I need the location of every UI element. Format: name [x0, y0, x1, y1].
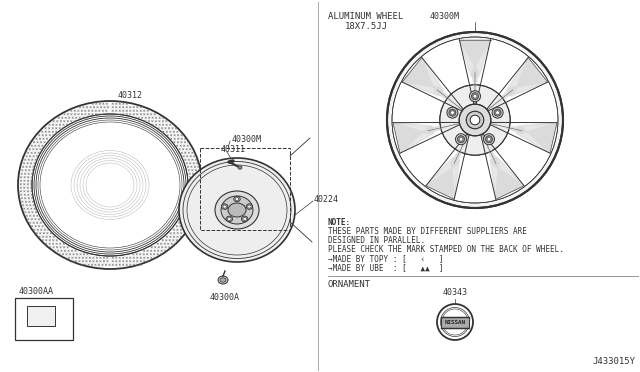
Polygon shape	[460, 39, 491, 104]
Bar	[15, 298, 73, 340]
Circle shape	[456, 134, 467, 145]
Circle shape	[486, 136, 492, 143]
Ellipse shape	[221, 196, 253, 224]
Bar	[200, 148, 290, 230]
Polygon shape	[393, 122, 460, 153]
Ellipse shape	[228, 203, 246, 217]
Ellipse shape	[226, 216, 232, 222]
Polygon shape	[460, 39, 491, 77]
Polygon shape	[486, 58, 548, 111]
Ellipse shape	[238, 166, 242, 169]
Text: 40300A: 40300A	[210, 294, 240, 302]
Circle shape	[496, 111, 499, 115]
Ellipse shape	[236, 198, 239, 201]
Polygon shape	[490, 122, 557, 153]
Polygon shape	[426, 157, 460, 199]
Text: 40311: 40311	[221, 145, 246, 154]
Ellipse shape	[218, 276, 228, 284]
Circle shape	[494, 109, 501, 116]
Ellipse shape	[234, 196, 240, 202]
Circle shape	[440, 85, 510, 155]
Text: 40300AA: 40300AA	[19, 288, 54, 296]
Circle shape	[458, 136, 465, 143]
Text: →MADE BY TOPY : [   ‹   ]: →MADE BY TOPY : [ ‹ ]	[328, 254, 444, 263]
Text: ORNAMENT: ORNAMENT	[328, 280, 371, 289]
Text: ALUMINUM WHEEL: ALUMINUM WHEEL	[328, 12, 403, 21]
Ellipse shape	[223, 205, 227, 208]
Text: 40312: 40312	[118, 90, 143, 99]
Ellipse shape	[32, 114, 188, 256]
Circle shape	[451, 111, 454, 115]
Polygon shape	[393, 123, 433, 153]
Circle shape	[483, 134, 495, 145]
Text: NOTE:: NOTE:	[328, 218, 351, 227]
Polygon shape	[481, 134, 524, 199]
Ellipse shape	[179, 158, 295, 262]
Text: PLEASE CHECK THE MARK STAMPED ON THE BACK OF WHEEL.: PLEASE CHECK THE MARK STAMPED ON THE BAC…	[328, 245, 564, 254]
Circle shape	[460, 137, 463, 141]
Text: 40343: 40343	[442, 288, 467, 297]
Polygon shape	[403, 58, 444, 96]
Circle shape	[470, 115, 480, 125]
Text: NISSAN: NISSAN	[445, 320, 465, 324]
Polygon shape	[426, 134, 469, 199]
Text: 18X7.5JJ: 18X7.5JJ	[345, 22, 388, 31]
Bar	[27, 306, 55, 326]
Bar	[441, 317, 469, 327]
Text: J433015Y: J433015Y	[592, 357, 635, 366]
Circle shape	[473, 94, 477, 98]
Polygon shape	[506, 58, 548, 96]
Ellipse shape	[215, 191, 259, 229]
Circle shape	[449, 109, 456, 116]
Ellipse shape	[221, 204, 228, 209]
Ellipse shape	[248, 205, 251, 208]
Ellipse shape	[220, 278, 226, 282]
Text: 40300M: 40300M	[232, 135, 262, 144]
Ellipse shape	[246, 204, 253, 209]
Circle shape	[447, 107, 458, 118]
Circle shape	[459, 104, 491, 136]
Circle shape	[392, 37, 558, 203]
Text: DESIGNED IN PARALLEL.: DESIGNED IN PARALLEL.	[328, 236, 425, 245]
Text: 40300M: 40300M	[430, 12, 460, 21]
Text: →MADE BY UBE  : [   ▲▲  ]: →MADE BY UBE : [ ▲▲ ]	[328, 263, 444, 272]
Polygon shape	[490, 157, 524, 199]
Ellipse shape	[228, 217, 231, 220]
Ellipse shape	[241, 216, 248, 222]
Polygon shape	[516, 123, 557, 153]
Circle shape	[487, 137, 491, 141]
Circle shape	[466, 111, 484, 129]
Polygon shape	[403, 58, 463, 111]
Circle shape	[472, 93, 479, 100]
Ellipse shape	[18, 101, 202, 269]
Circle shape	[387, 32, 563, 208]
Text: THESE PARTS MADE BY DIFFERENT SUPPLIERS ARE: THESE PARTS MADE BY DIFFERENT SUPPLIERS …	[328, 227, 527, 236]
Circle shape	[492, 107, 503, 118]
Text: 40224: 40224	[314, 196, 339, 205]
Circle shape	[470, 91, 481, 102]
Ellipse shape	[243, 217, 246, 220]
